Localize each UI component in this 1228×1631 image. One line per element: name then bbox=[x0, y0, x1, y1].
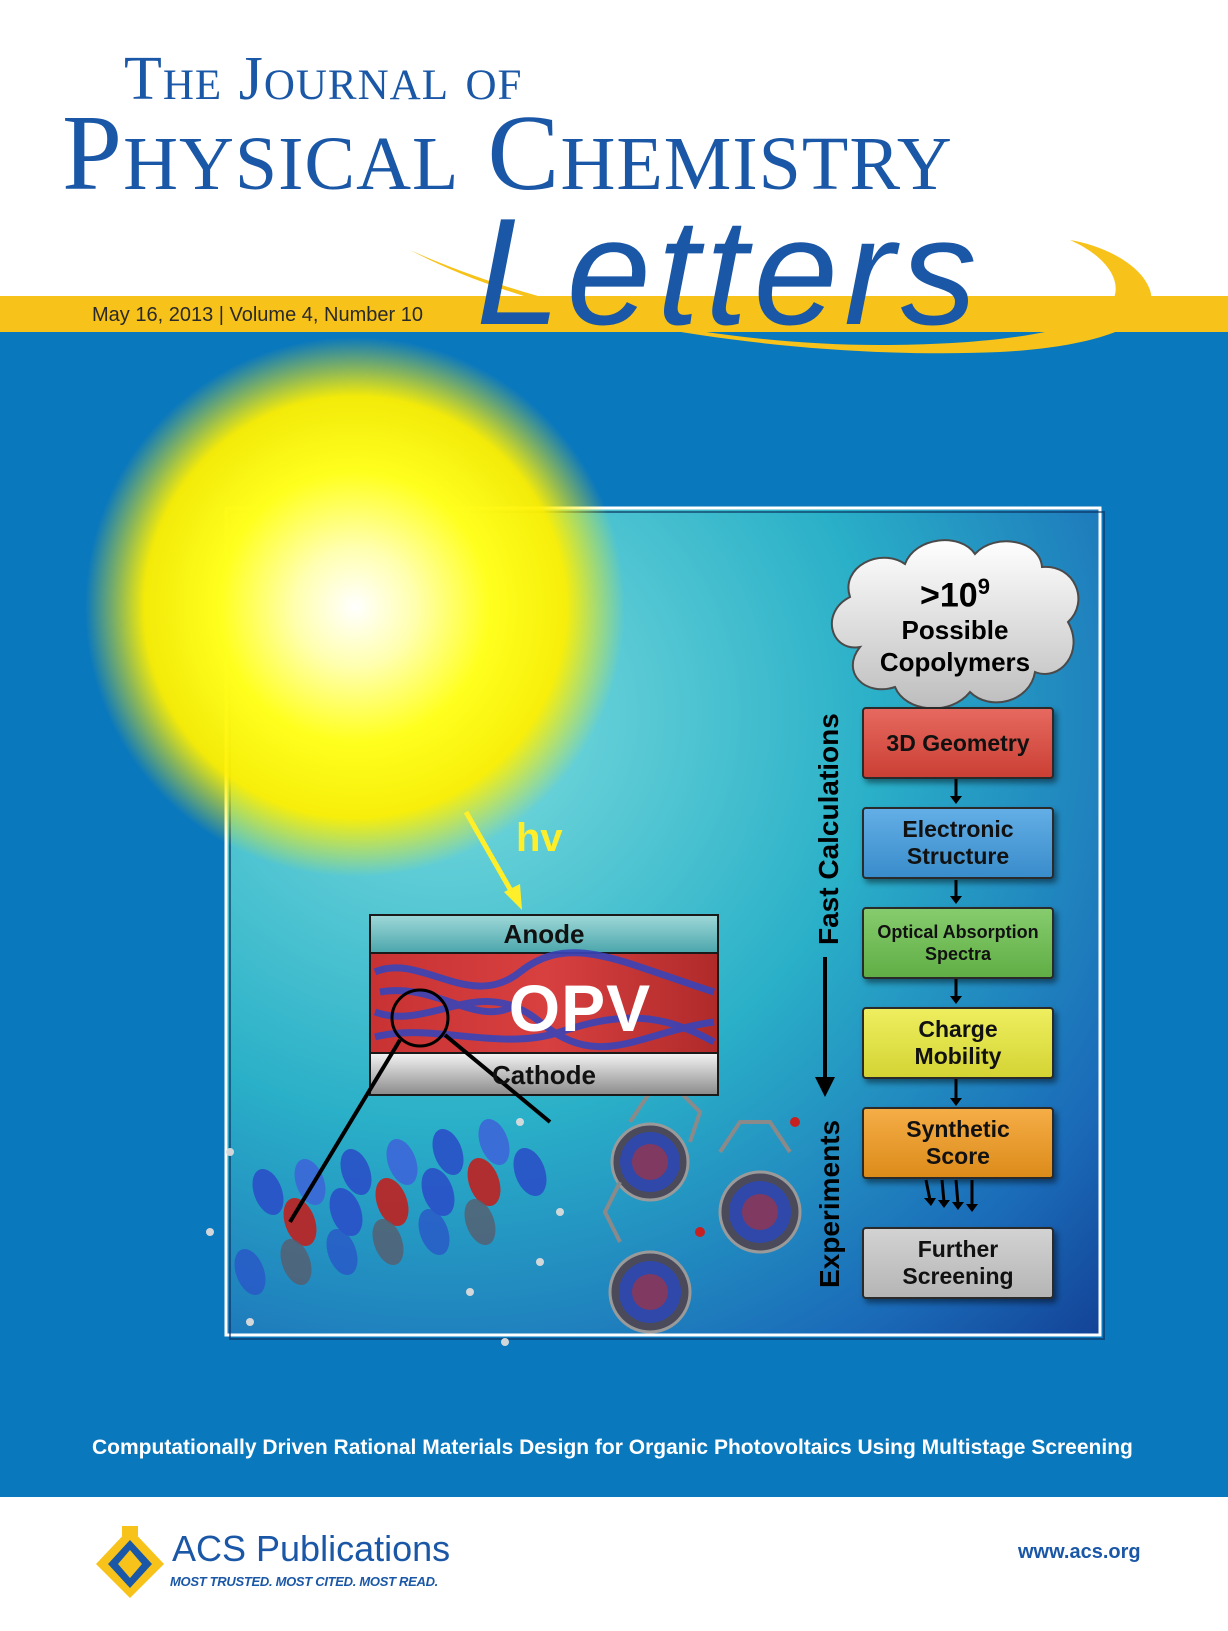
cloud-line3: Copolymers bbox=[879, 647, 1031, 678]
journal-title-line2: Physical Chemistry bbox=[62, 94, 953, 213]
stage-label-line1: Further bbox=[917, 1236, 999, 1262]
stage-label-line1: Synthetic bbox=[906, 1116, 1010, 1142]
stage-label-line1: Charge bbox=[918, 1016, 998, 1042]
polymer-molecule bbox=[206, 1118, 564, 1346]
fullerene-molecules bbox=[602, 1067, 802, 1334]
publisher-tagline: MOST TRUSTED. MOST CITED. MOST READ. bbox=[170, 1574, 438, 1589]
stage-arrows bbox=[924, 778, 978, 1212]
stage-box: Synthetic Score bbox=[862, 1107, 1054, 1179]
issue-band bbox=[0, 296, 1228, 332]
cloud-line2: Possible bbox=[901, 615, 1009, 646]
stage-label-line2: Structure bbox=[906, 843, 1010, 869]
photon-arrow bbox=[463, 810, 522, 910]
stage-box: Charge Mobility bbox=[862, 1007, 1054, 1079]
stage-label-line2: Mobility bbox=[914, 1043, 1002, 1069]
journal-title-line1: The Journal of bbox=[124, 45, 523, 113]
stage-box: Further Screening bbox=[862, 1227, 1054, 1299]
stage-label-line2: Spectra bbox=[924, 944, 992, 964]
issue-info: May 16, 2013 | Volume 4, Number 10 bbox=[92, 304, 423, 326]
stage-box: Electronic Structure bbox=[862, 807, 1054, 879]
cloud-text: >109 Possible Copolymers bbox=[850, 568, 1060, 678]
fast-calculations-label: Fast Calculations bbox=[813, 713, 844, 945]
publisher-name: ACS Publications bbox=[172, 1528, 451, 1569]
article-title: Computationally Driven Rational Material… bbox=[92, 1436, 1133, 1459]
stage-label-line1: Optical Absorption bbox=[877, 922, 1039, 942]
cover-art: hv Anode OPV Cathode >109 Possible Copol… bbox=[0, 332, 1228, 1497]
opv-label: OPV bbox=[508, 971, 652, 1045]
cloud-count: >10 bbox=[920, 576, 978, 615]
masthead: The Journal of Physical Chemistry Letter… bbox=[0, 0, 1228, 354]
anode-label: Anode bbox=[503, 919, 585, 949]
acs-logo-icon bbox=[96, 1526, 164, 1598]
stage-box: 3D Geometry bbox=[862, 707, 1054, 779]
letters-swoosh bbox=[410, 240, 1152, 354]
sun bbox=[85, 337, 625, 877]
photon-label: hv bbox=[516, 816, 563, 860]
stage-label-line2: Score bbox=[926, 1143, 990, 1169]
publisher-url[interactable]: www.acs.org bbox=[1018, 1541, 1141, 1563]
experiments-label: Experiments bbox=[814, 1119, 845, 1288]
footer bbox=[0, 1497, 1228, 1631]
stage-label-line1: 3D Geometry bbox=[886, 729, 1030, 756]
cloud-exponent: 9 bbox=[977, 574, 990, 599]
journal-title-letters: Letters bbox=[476, 187, 983, 357]
cathode-label: Cathode bbox=[492, 1060, 596, 1090]
stage-label-line2: Screening bbox=[902, 1263, 1014, 1289]
stage-label-line1: Electronic bbox=[902, 816, 1014, 842]
stage-box: Optical Absorption Spectra bbox=[862, 907, 1054, 979]
opv-device bbox=[288, 914, 719, 1224]
